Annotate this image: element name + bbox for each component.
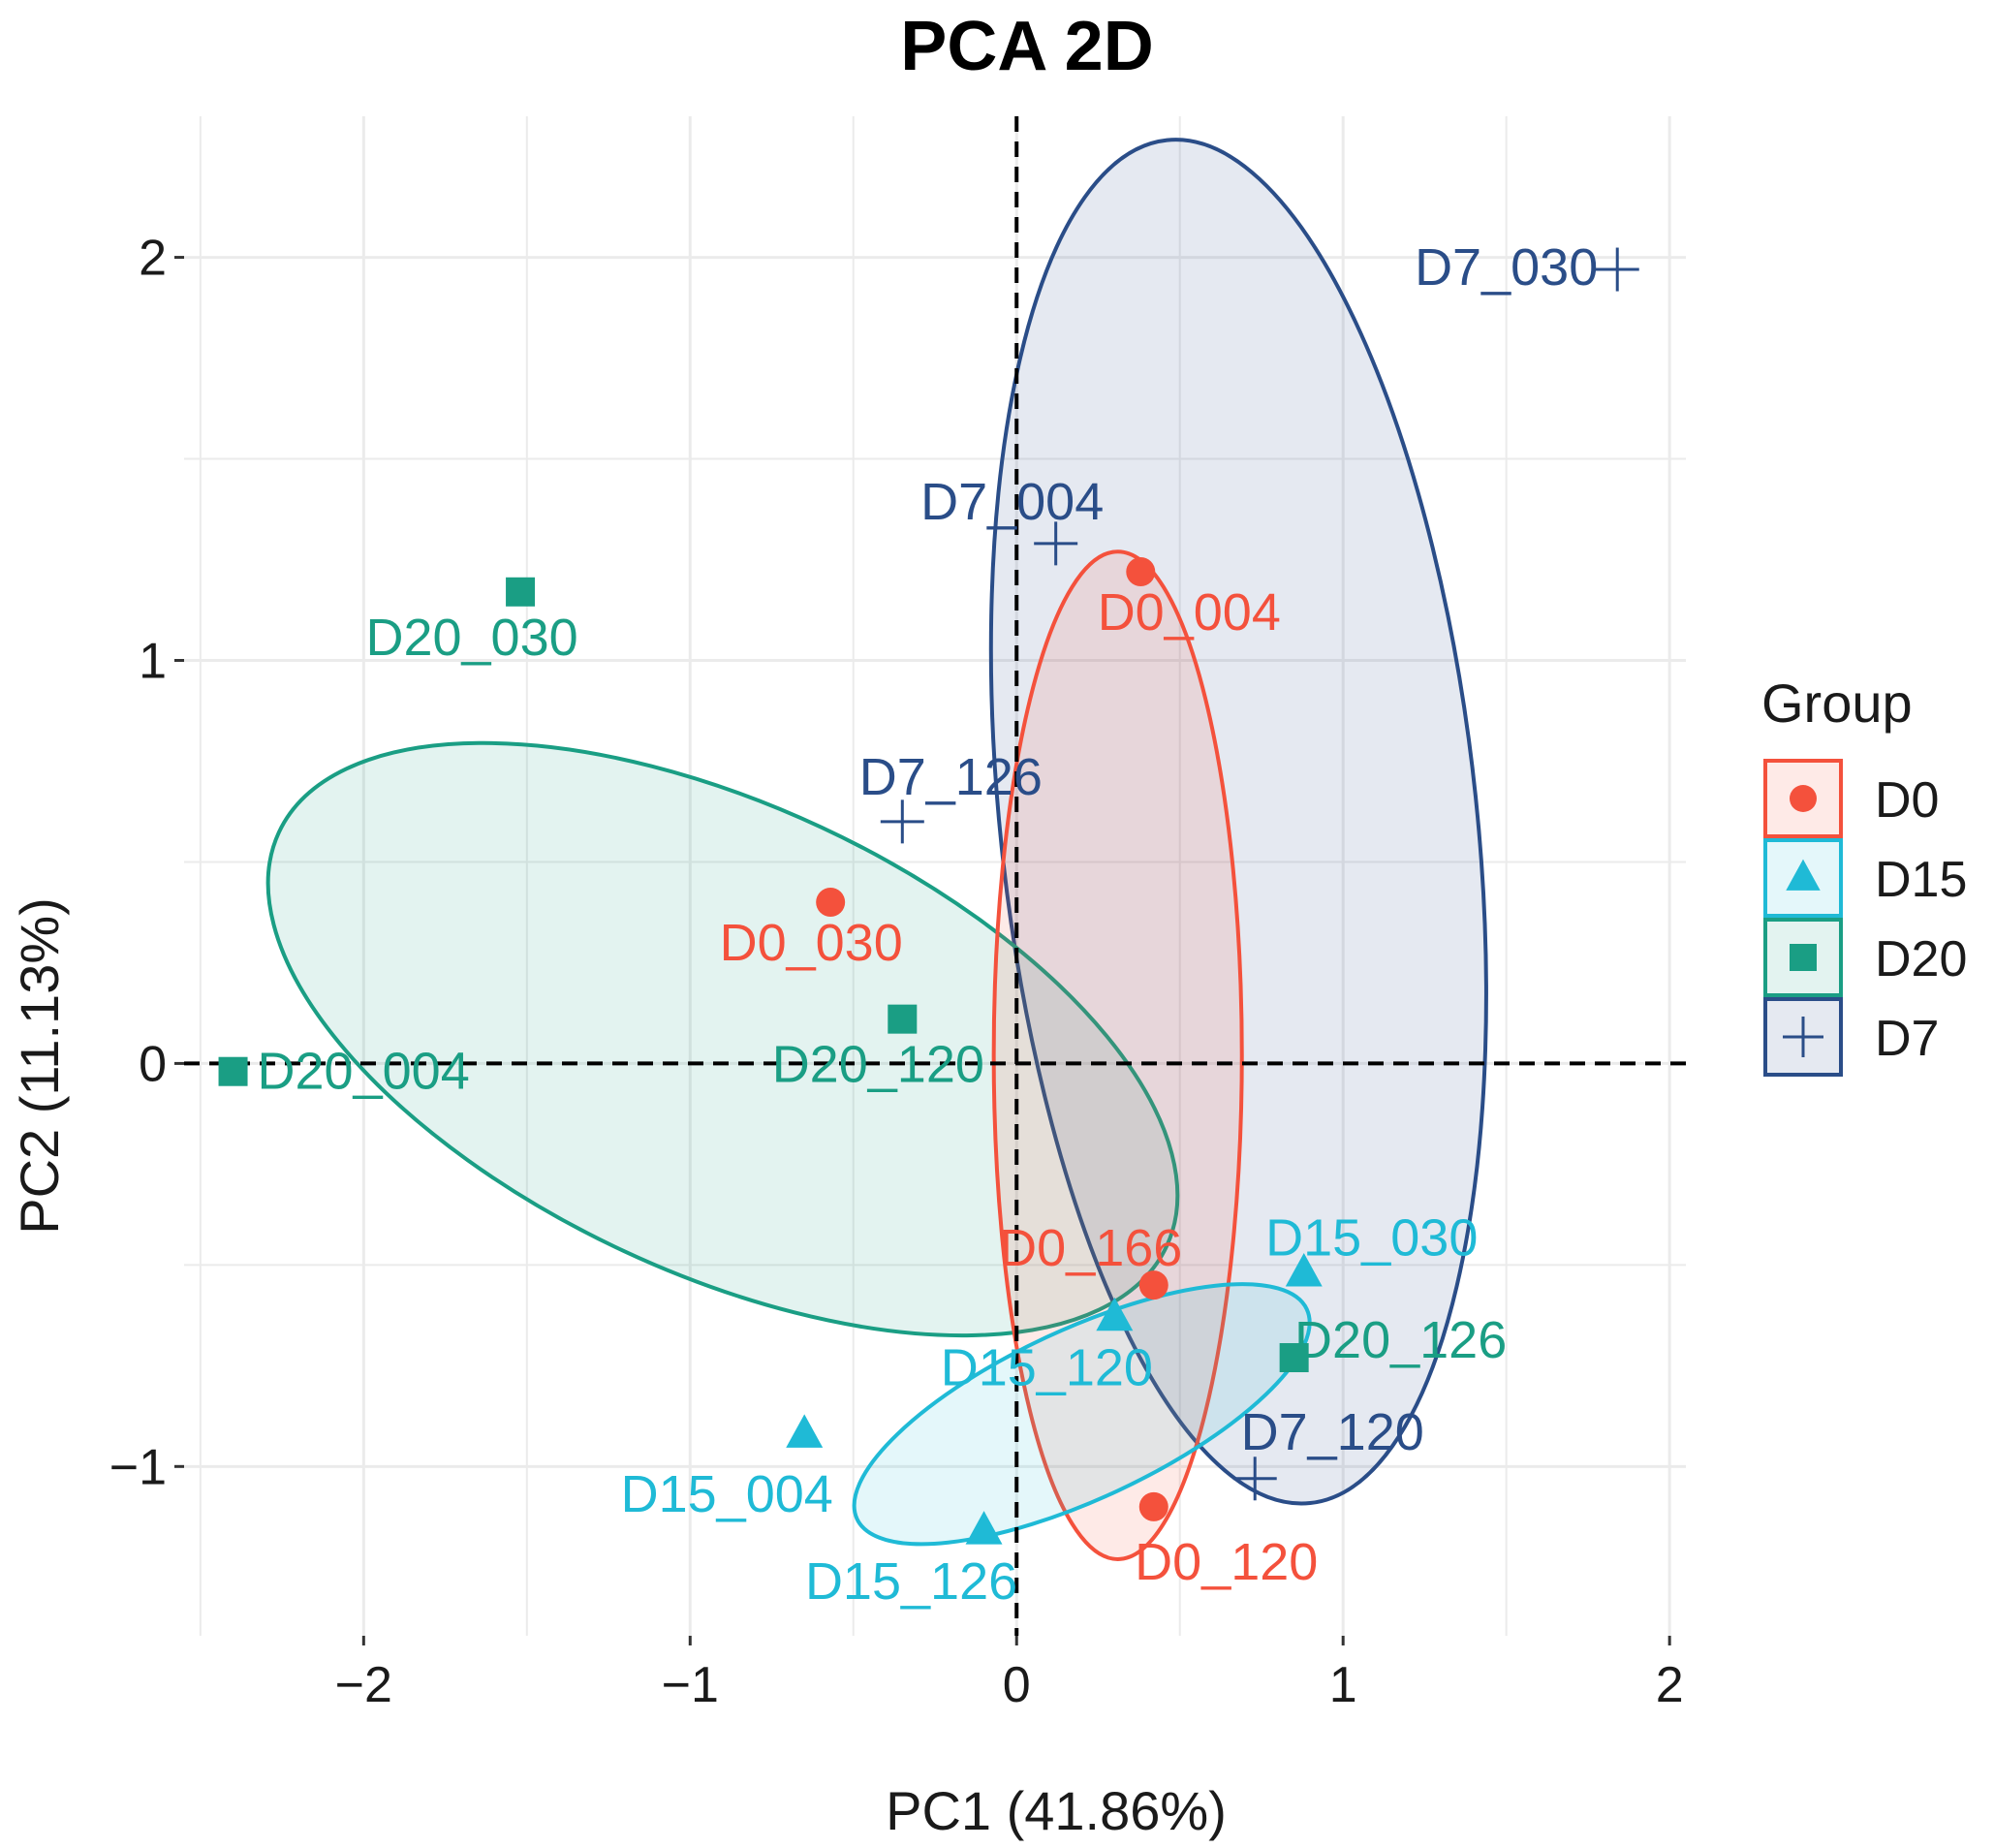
label-d7-126: D7_126 [859, 748, 1043, 806]
x-axis-title: PC1 (41.86%) [886, 1780, 1227, 1841]
point-d0-030 [816, 888, 846, 918]
point-d7-030 [1595, 247, 1639, 292]
label-d15-126: D15_126 [805, 1552, 1017, 1611]
point-labels: D0_004 D0_030 D0_166 D0_120 D15_030 D15_120 D1… [258, 238, 1599, 1611]
label-d20-120: D20_120 [772, 1036, 984, 1094]
y-tick-label: 2 [139, 231, 167, 287]
x-tick-label: −1 [662, 1657, 719, 1713]
legend-item-d15: D15 [1763, 838, 1967, 918]
ellipse-d0 [991, 549, 1244, 1561]
point-d20-126 [1279, 1343, 1309, 1373]
point-d7-120 [1232, 1456, 1277, 1501]
chart-title: PCA 2D [900, 8, 1153, 85]
x-tick-label: −2 [335, 1657, 392, 1713]
legend-label-d20: D20 [1875, 931, 1967, 987]
label-d7-030: D7_030 [1415, 238, 1598, 297]
legend-item-d20: D20 [1763, 918, 1967, 997]
label-d0-120: D0_120 [1135, 1533, 1318, 1591]
point-d15-030 [1285, 1252, 1323, 1287]
label-d20-004: D20_004 [258, 1043, 470, 1101]
legend-cross-icon [1783, 1017, 1823, 1057]
legend-label-d7: D7 [1875, 1011, 1939, 1067]
point-d0-166 [1138, 1270, 1168, 1300]
label-d0-030: D0_030 [720, 914, 903, 972]
point-d15-126 [965, 1511, 1003, 1545]
y-axis-title: PC2 (11.13%) [9, 897, 70, 1235]
point-d20-004 [218, 1056, 248, 1086]
point-d15-004 [786, 1414, 824, 1448]
ellipse-d20 [265, 740, 1180, 1338]
legend-title: Group [1761, 673, 1913, 734]
ellipse-d15 [852, 1282, 1312, 1547]
legend-label-d0: D0 [1875, 772, 1939, 829]
legend-item-d0: D0 [1763, 759, 1939, 838]
label-d15-030: D15_030 [1265, 1209, 1478, 1268]
y-tick-label: 1 [139, 633, 167, 689]
label-d15-004: D15_004 [621, 1465, 833, 1523]
legend: Group D0 D15 D20 D7 [1761, 673, 1967, 1077]
data-points [218, 247, 1639, 1545]
legend-item-d7: D7 [1763, 997, 1939, 1077]
axes: −2 −1 0 1 2 −1 0 1 2 [109, 231, 1684, 1713]
label-d0-004: D0_004 [1098, 583, 1281, 642]
legend-square-icon [1790, 944, 1817, 971]
label-d20-030: D20_030 [365, 609, 577, 667]
plot-area: D0_004 D0_030 D0_166 D0_120 D15_030 D15_120 D1… [109, 116, 1686, 1713]
point-d0-120 [1138, 1491, 1168, 1521]
label-d7-120: D7_120 [1241, 1403, 1424, 1461]
point-d7-004 [1034, 521, 1078, 566]
point-d7-126 [880, 799, 924, 844]
point-d15-120 [1096, 1297, 1134, 1331]
label-d20-126: D20_126 [1294, 1311, 1507, 1369]
legend-label-d15: D15 [1875, 852, 1967, 908]
y-tick-label: 0 [139, 1036, 167, 1092]
confidence-ellipses [265, 138, 1488, 1561]
legend-circle-icon [1790, 785, 1817, 812]
x-tick-label: 1 [1329, 1657, 1357, 1713]
point-d0-004 [1126, 556, 1156, 586]
x-tick-label: 2 [1656, 1657, 1684, 1713]
legend-triangle-icon [1786, 859, 1821, 891]
label-d7-004: D7_004 [920, 473, 1104, 531]
label-d0-166: D0_166 [999, 1219, 1182, 1277]
x-tick-label: 0 [1003, 1657, 1031, 1713]
label-d15-120: D15_120 [941, 1338, 1153, 1396]
y-tick-label: −1 [109, 1439, 167, 1495]
point-d20-030 [506, 577, 536, 607]
ellipse-d7 [988, 138, 1488, 1506]
point-d20-120 [888, 1004, 918, 1034]
